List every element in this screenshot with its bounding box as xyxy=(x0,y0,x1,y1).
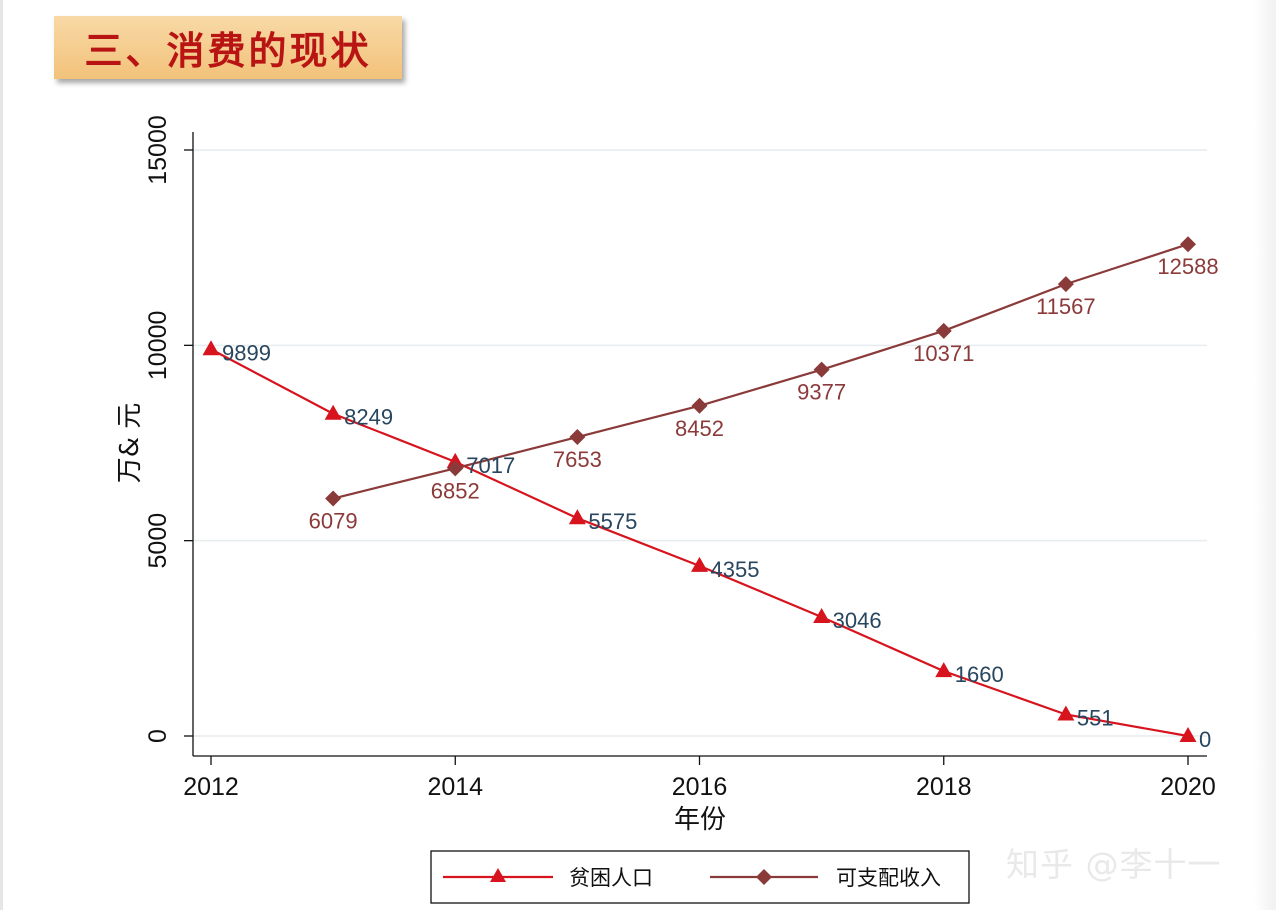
axes xyxy=(192,132,1207,757)
y-tick-label: 10000 xyxy=(144,311,172,381)
x-tick-label: 2016 xyxy=(672,773,728,801)
data-label-poverty: 7017 xyxy=(466,453,515,478)
data-label-income: 10371 xyxy=(913,341,974,366)
data-point-poverty xyxy=(691,556,708,572)
data-label-income: 9377 xyxy=(797,380,846,405)
legend-label-poverty: 贫困人口 xyxy=(569,866,653,890)
data-point-poverty xyxy=(568,509,586,525)
data-label-income: 7653 xyxy=(553,447,602,472)
x-tick-label: 2020 xyxy=(1160,773,1216,801)
data-point-income xyxy=(1057,276,1074,293)
data-label-income: 11567 xyxy=(1036,294,1096,319)
data-label-poverty: 1660 xyxy=(955,662,1004,687)
data-point-income xyxy=(691,397,708,414)
y-tick-label: 5000 xyxy=(144,513,172,569)
data-point-income xyxy=(813,361,830,378)
data-point-poverty xyxy=(813,608,831,624)
data-label-poverty: 4355 xyxy=(711,557,760,582)
data-point-poverty xyxy=(935,662,953,678)
data-point-income xyxy=(569,429,586,446)
data-label-income: 12588 xyxy=(1157,254,1218,279)
x-tick-label: 2018 xyxy=(916,773,972,801)
data-label-poverty: 8249 xyxy=(344,405,393,430)
data-point-poverty xyxy=(1057,705,1075,721)
data-label-income: 6852 xyxy=(431,478,480,503)
legend: 贫困人口 可支配收入 xyxy=(430,850,970,904)
section-title: 三、消费的现状 xyxy=(84,29,372,73)
tick-labels: 0 5000 10000 15000 2012 2014 2016 2018 2020 xyxy=(144,115,1216,801)
legend-label-income: 可支配收入 xyxy=(836,866,941,890)
data-label-income: 8452 xyxy=(675,416,724,441)
data-point-income xyxy=(325,490,342,507)
data-label-poverty: 0 xyxy=(1199,727,1211,752)
data-point-poverty xyxy=(324,404,342,420)
x-axis-title: 年份 xyxy=(674,805,726,835)
legend-marker-triangle xyxy=(490,868,506,882)
series-line-income xyxy=(332,243,1189,500)
y-tick-label: 0 xyxy=(144,729,172,743)
section-title-banner: 三、消费的现状 xyxy=(54,16,402,79)
data-label-poverty: 5575 xyxy=(588,509,637,534)
data-label-poverty: 9899 xyxy=(222,340,271,365)
grid-lines xyxy=(193,149,1207,737)
y-axis-title: 万& 元 xyxy=(115,403,145,484)
data-labels: 9899 8249 7017 5575 4355 3046 1660 551 0 6079 6852… xyxy=(222,254,1219,752)
data-label-poverty: 551 xyxy=(1077,705,1114,730)
data-point-income xyxy=(1180,236,1196,253)
data-point-poverty xyxy=(202,340,220,356)
data-label-poverty: 3046 xyxy=(833,608,882,633)
data-label-income: 6079 xyxy=(309,509,358,534)
watermark-text: 知乎 @李十一 xyxy=(1006,845,1222,884)
data-point-income xyxy=(935,322,952,339)
page-edge-right xyxy=(1254,0,1276,910)
data-point-poverty xyxy=(1179,727,1197,742)
y-tick-label: 15000 xyxy=(144,115,172,185)
data-point-income xyxy=(447,460,464,477)
series xyxy=(202,236,1197,742)
x-tick-label: 2014 xyxy=(427,773,483,801)
legend-marker-diamond xyxy=(756,869,772,885)
page-edge-left xyxy=(0,0,3,910)
x-tick-label: 2012 xyxy=(183,773,239,801)
